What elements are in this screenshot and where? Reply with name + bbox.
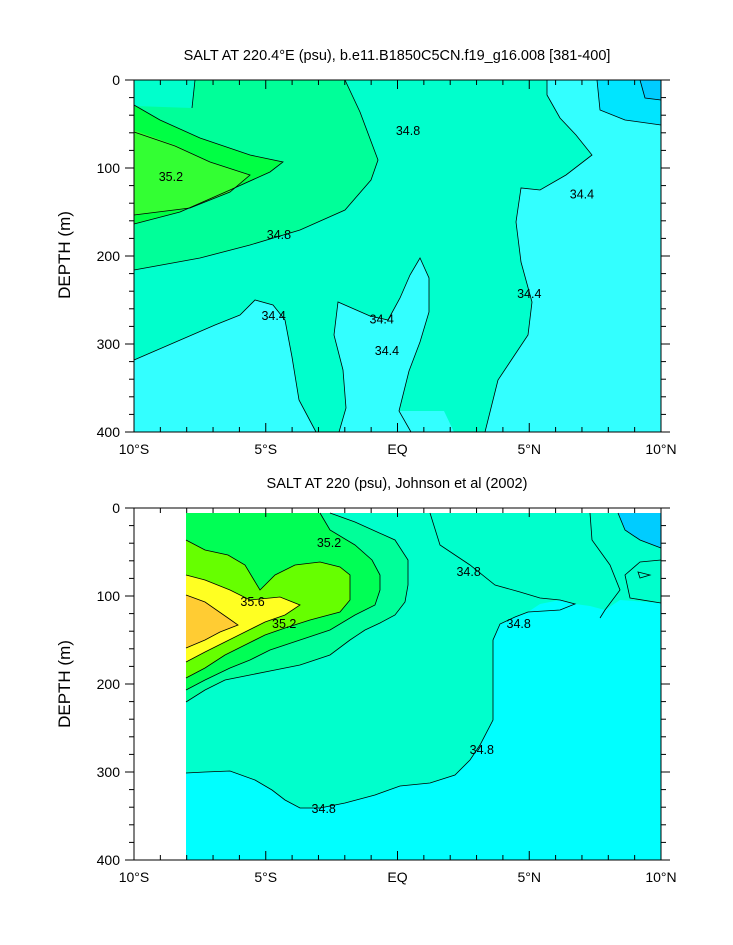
contour-labels-model: 35.2 34.8 34.8 34.4 34.4 34.4 34.4 34.4 [159,124,594,358]
contour-line-top-left [191,79,196,109]
fill-region-35-8 [186,595,238,648]
contour-label: 34.4 [375,344,399,358]
x-tick-label: 5°S [254,869,277,885]
fill-region-35-6 [186,575,300,662]
contour-label: 35.2 [317,536,341,550]
chart-title-model: SALT AT 220.4°E (psu), b.e11.B1850C5CN.f… [184,48,611,64]
contour-line-34-4-right-b [624,559,662,604]
y-tick-label: 100 [97,588,121,604]
fill-region-34-0 [618,513,661,548]
contour-line-34-0-right [617,512,662,549]
contour-label: 34.8 [470,743,494,757]
contour-line-34-4-c [333,257,430,433]
contour-labels-observations: 35.2 35.6 35.2 34.8 34.8 34.8 34.8 [240,536,531,816]
contour-label: 34.4 [261,309,285,323]
contour-label: 34.4 [517,287,541,301]
contour-line-35-2 [185,512,381,691]
x-tick-label: 5°N [518,869,542,885]
contour-lines-observations [185,512,662,809]
contour-line-34-8-a [133,79,379,271]
x-tick-label: EQ [387,441,407,457]
contour-line-34-4-right-c [637,571,652,579]
contour-line-top-right-inner [639,79,662,101]
chart-title-observations: SALT AT 220 (psu), Johnson et al (2002) [267,476,528,492]
panel-observations: SALT AT 220 (psu), Johnson et al (2002) … [55,476,677,885]
panel-model: SALT AT 220.4°E (psu), b.e11.B1850C5CN.f… [55,48,677,457]
x-axis-ticks-observations: 10°S 5°S EQ 5°N 10°N [119,508,677,885]
fill-region-top-left [134,80,195,108]
contour-label: 34.8 [396,124,420,138]
y-tick-label: 0 [112,72,120,88]
y-tick-label: 400 [97,852,121,868]
contour-line-top-right [596,79,662,126]
y-tick-label: 100 [97,160,121,176]
contour-label: 34.8 [267,228,291,242]
y-tick-label: 200 [97,248,121,264]
contour-line-35-2-inner [133,131,251,216]
contour-label: 34.4 [370,312,394,326]
contour-line-35-6 [185,574,301,663]
y-tick-label: 300 [97,336,121,352]
y-tick-label: 300 [97,764,121,780]
contour-label: 35.2 [272,617,296,631]
y-tick-label: 0 [112,500,120,516]
fill-region-34-4-inner [334,258,429,432]
x-tick-label: 5°S [254,441,277,457]
contour-label: 34.8 [312,802,336,816]
contour-label: 34.8 [507,617,531,631]
contour-line-35-8 [185,594,239,649]
x-tick-label: EQ [387,869,407,885]
y-tick-label: 400 [97,424,121,440]
y-axis-ticks-model: 0 100 200 300 400 [97,72,670,440]
fill-region-34-4 [186,513,661,860]
y-axis-label-model: DEPTH (m) [55,211,74,299]
contour-line-34-4-right [589,512,621,619]
contour-fills-observations [186,513,661,860]
contour-label: 35.2 [159,170,183,184]
contour-label: 34.4 [570,187,594,201]
contour-lines-model [133,79,662,433]
x-tick-label: 10°S [119,869,150,885]
contour-line-35-0 [185,512,409,703]
contour-line-35-2 [133,104,284,225]
x-tick-label: 10°N [645,441,676,457]
y-tick-label: 200 [97,676,121,692]
x-tick-label: 10°N [645,869,676,885]
y-axis-label-observations: DEPTH (m) [55,640,74,728]
fill-region-top-right-33-6 [640,80,661,100]
contour-line-34-4-a [484,80,593,433]
contour-label: 34.8 [456,565,480,579]
x-axis-ticks-model: 10°S 5°S EQ 5°N 10°N [119,80,677,457]
contour-line-34-4-b [133,299,317,433]
x-tick-label: 5°N [518,441,542,457]
y-axis-ticks-observations: 0 100 200 300 400 [97,500,670,868]
contour-label: 35.6 [240,595,264,609]
contour-line-34-8 [185,512,577,809]
contour-fills-model [134,80,661,432]
contour-line-35-4 [185,539,351,679]
x-tick-label: 10°S [119,441,150,457]
